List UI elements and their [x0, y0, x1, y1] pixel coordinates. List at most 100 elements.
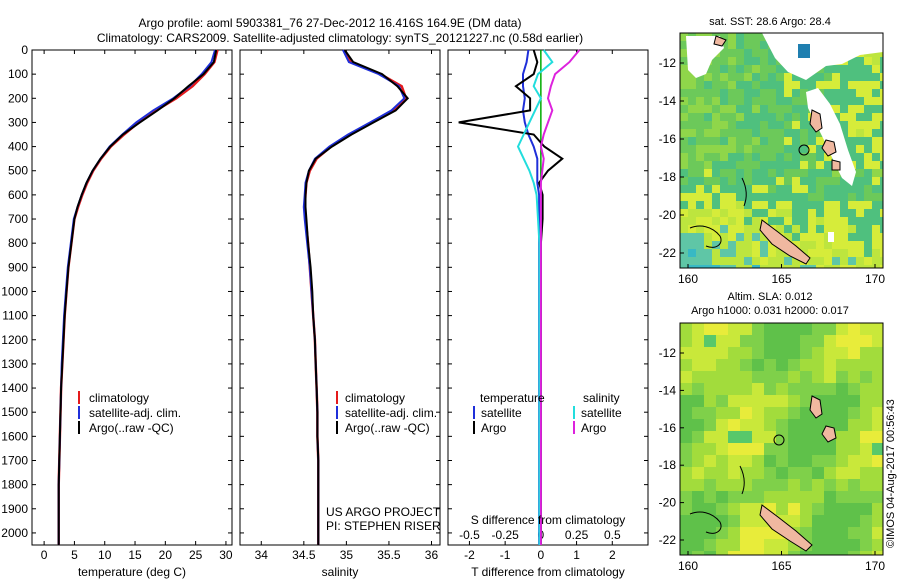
heat-cell [712, 217, 720, 225]
heat-cell [784, 209, 792, 217]
heat-cell [768, 145, 776, 153]
heat-cell [680, 89, 688, 97]
heat-cell [752, 65, 760, 73]
x-tick-label: 5 [71, 548, 78, 562]
depth-tick-label: 1500 [1, 405, 28, 419]
heat-cell [836, 515, 848, 527]
heat-cell [776, 185, 784, 193]
heat-cell [800, 153, 808, 161]
heat-cell [812, 335, 824, 347]
heat-cell [784, 265, 792, 268]
heat-cell [696, 161, 704, 169]
heat-cell [752, 265, 760, 268]
heat-cell [728, 217, 736, 225]
legend-satellite: satellite-adj. clim. [89, 406, 181, 420]
heat-cell [848, 217, 856, 225]
heat-cell [740, 419, 752, 431]
heat-cell [740, 515, 752, 527]
heat-cell [704, 145, 712, 153]
legend-satellite: satellite-adj. clim. [345, 406, 437, 420]
heat-cell [792, 105, 800, 113]
heat-cell [720, 201, 728, 209]
heat-cell [704, 265, 712, 268]
heat-cell [800, 395, 812, 407]
heat-cell [832, 73, 840, 81]
heat-cell [872, 491, 883, 503]
heat-cell [680, 153, 688, 161]
heat-cell [788, 479, 800, 491]
heat-cell [696, 121, 704, 129]
heat-cell [688, 225, 696, 233]
heat-cell [720, 57, 728, 65]
heat-cell [720, 121, 728, 129]
heat-cell [736, 209, 744, 217]
heat-cell [716, 359, 728, 371]
heat-cell [864, 169, 872, 177]
heat-cell [848, 105, 856, 113]
heat-cell [832, 233, 840, 241]
x-tick-label: 2 [609, 548, 616, 562]
heat-cell [864, 129, 872, 137]
depth-tick-label: 0 [21, 43, 28, 57]
heat-cell [880, 129, 883, 137]
heat-cell [680, 209, 688, 217]
heat-cell [856, 217, 864, 225]
heat-cell [800, 335, 812, 347]
heat-cell [728, 455, 740, 467]
heat-cell [736, 249, 744, 257]
heat-cell [692, 515, 704, 527]
heat-cell [800, 121, 808, 129]
heat-cell [716, 347, 728, 359]
x-tick-label: 0 [41, 548, 48, 562]
heat-cell [716, 491, 728, 503]
heat-cell [792, 209, 800, 217]
heat-cell [836, 371, 848, 383]
heat-cell [776, 335, 788, 347]
heat-cell [792, 257, 800, 265]
heat-cell [872, 145, 880, 153]
heat-cell [880, 89, 883, 97]
heat-cell [712, 73, 720, 81]
heat-cell [760, 201, 768, 209]
heat-cell [880, 137, 883, 145]
heat-cell [696, 185, 704, 193]
lon-tick-label: 160 [678, 272, 698, 286]
heat-cell [816, 169, 824, 177]
heat-cell [696, 249, 704, 257]
heat-cell [824, 81, 832, 89]
reef-outline [689, 465, 745, 534]
heat-cell [856, 265, 864, 268]
heat-cell [688, 209, 696, 217]
heat-cell [788, 335, 800, 347]
heat-cell [856, 57, 864, 65]
heat-cell [728, 89, 736, 97]
heat-cell [824, 467, 836, 479]
heat-cell [712, 105, 720, 113]
heat-cell [688, 185, 696, 193]
heat-cell [680, 225, 688, 233]
heat-cell [680, 467, 692, 479]
heat-cell [864, 145, 872, 153]
heat-cell [840, 73, 848, 81]
heat-cell [824, 383, 836, 395]
heat-cell [768, 105, 776, 113]
heat-cell [792, 97, 800, 105]
heat-cell [768, 241, 776, 249]
heat-cell [696, 193, 704, 201]
heat-cell [848, 383, 860, 395]
heat-cell [860, 527, 872, 539]
heat-cell [848, 185, 856, 193]
heat-cell [836, 419, 848, 431]
heat-cell [728, 233, 736, 241]
heat-cell [752, 113, 760, 121]
heat-cell [824, 169, 832, 177]
heat-cell [744, 249, 752, 257]
heat-cell [680, 515, 692, 527]
heat-cell [692, 407, 704, 419]
heat-cell [848, 455, 860, 467]
heat-cell [712, 161, 720, 169]
x-tick-label: 1 [573, 548, 580, 562]
heat-cell [680, 185, 688, 193]
heat-cell [680, 503, 692, 515]
heat-cell [736, 65, 744, 73]
